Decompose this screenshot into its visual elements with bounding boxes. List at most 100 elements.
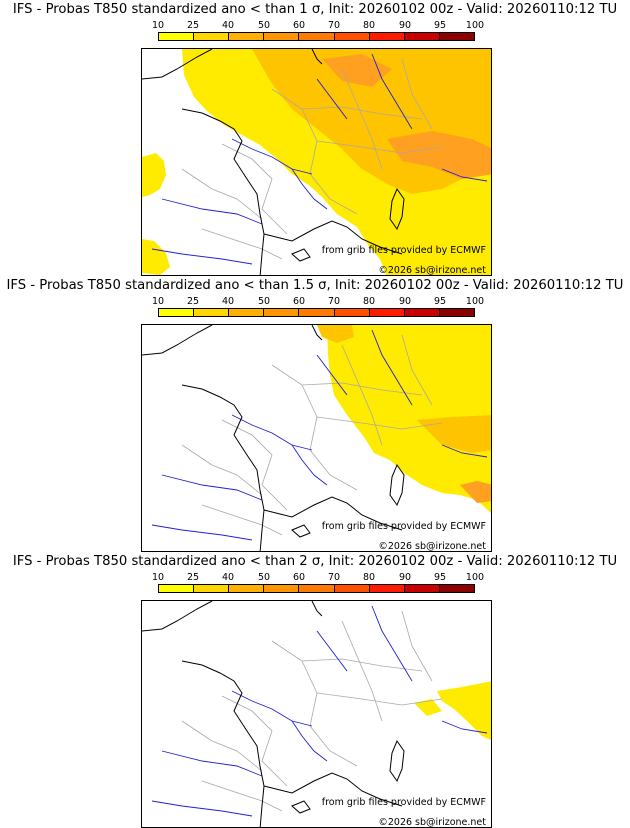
colorbar-swatch	[439, 309, 474, 316]
colorbar-tick: 40	[221, 20, 235, 31]
rivers	[151, 53, 488, 265]
national-borders	[181, 58, 443, 260]
credit-copyright: ©2026 sb@irizone.net	[378, 817, 486, 828]
credit-grib: from grib files provided by ECMWF	[321, 245, 486, 256]
colorbar-tick: 100	[465, 20, 485, 31]
colorbar-tick: 50	[257, 20, 271, 31]
colorbar-tick-labels: 10 25 40 50 60 70 80 90 95 100	[150, 20, 490, 31]
map-frame	[141, 48, 492, 276]
colorbar-swatch	[334, 585, 370, 592]
colorbar-tick-labels: 10 25 40 50 60 70 80 90 95 100	[150, 296, 490, 307]
colorbar	[158, 584, 475, 593]
colorbar-tick: 40	[221, 572, 235, 583]
map-panel-1: IFS - Probas T850 standardized ano < tha…	[0, 0, 630, 276]
colorbar-tick: 10	[151, 20, 165, 31]
prob-area-high-2	[322, 54, 392, 87]
colorbar	[158, 32, 475, 41]
credit-copyright: ©2026 sb@irizone.net	[378, 541, 486, 552]
colorbar-swatch	[334, 33, 370, 40]
national-borders	[181, 334, 443, 536]
coastline	[142, 49, 405, 275]
colorbar-tick: 100	[465, 572, 485, 583]
map-svg	[142, 49, 491, 275]
colorbar-swatch	[194, 33, 230, 40]
colorbar-tick: 60	[292, 296, 306, 307]
colorbar-swatch	[229, 309, 265, 316]
colorbar-swatch	[404, 309, 440, 316]
colorbar-tick: 80	[362, 20, 376, 31]
colorbar-tick: 40	[221, 296, 235, 307]
colorbar-tick: 95	[433, 20, 447, 31]
colorbar-tick-labels: 10 25 40 50 60 70 80 90 95 100	[150, 572, 490, 583]
prob-area-high	[387, 131, 491, 179]
prob-area-mid-2	[317, 325, 354, 343]
colorbar-tick: 25	[186, 20, 200, 31]
colorbar-swatch	[369, 33, 405, 40]
colorbar-tick: 50	[257, 572, 271, 583]
colorbar-tick: 70	[327, 296, 341, 307]
colorbar-tick: 25	[186, 572, 200, 583]
colorbar-tick: 90	[398, 20, 412, 31]
map-svg	[142, 601, 491, 827]
colorbar-swatch	[369, 309, 405, 316]
colorbar-swatch	[404, 585, 440, 592]
panel-title: IFS - Probas T850 standardized ano < tha…	[6, 278, 624, 293]
colorbar-swatch	[299, 33, 335, 40]
credit-grib: from grib files provided by ECMWF	[321, 797, 486, 808]
colorbar	[158, 308, 475, 317]
panel-title: IFS - Probas T850 standardized ano < tha…	[12, 554, 618, 569]
colorbar-tick: 70	[327, 572, 341, 583]
prob-area-low	[327, 325, 491, 514]
colorbar-swatch	[229, 585, 265, 592]
colorbar-tick: 100	[465, 296, 485, 307]
prob-area-low-2	[414, 699, 442, 716]
colorbar-swatch	[439, 585, 474, 592]
colorbar-tick: 95	[433, 296, 447, 307]
colorbar-swatch	[439, 33, 474, 40]
colorbar-tick: 10	[151, 572, 165, 583]
national-borders	[181, 610, 443, 812]
colorbar-swatch	[229, 33, 265, 40]
colorbar-swatch	[264, 309, 300, 316]
colorbar-swatch	[159, 585, 195, 592]
probability-fill	[414, 681, 491, 741]
coastline	[142, 601, 405, 827]
colorbar-tick: 50	[257, 296, 271, 307]
prob-area-high	[460, 481, 491, 503]
probability-fill	[317, 325, 491, 514]
colorbar-swatch	[194, 585, 230, 592]
colorbar-swatch	[404, 33, 440, 40]
colorbar-tick: 25	[186, 296, 200, 307]
probability-fill	[142, 49, 491, 275]
colorbar-swatch	[334, 309, 370, 316]
map-frame	[141, 324, 492, 552]
coastline	[142, 325, 405, 551]
colorbar-tick: 80	[362, 296, 376, 307]
colorbar-tick: 90	[398, 296, 412, 307]
colorbar-swatch	[369, 585, 405, 592]
colorbar-tick: 90	[398, 572, 412, 583]
colorbar-swatch	[194, 309, 230, 316]
colorbar-swatch	[264, 585, 300, 592]
map-panel-3: IFS - Probas T850 standardized ano < tha…	[0, 552, 630, 828]
colorbar-swatch	[299, 585, 335, 592]
colorbar-tick: 95	[433, 572, 447, 583]
map-frame	[141, 600, 492, 828]
colorbar-swatch	[264, 33, 300, 40]
colorbar-swatch	[159, 33, 195, 40]
credit-grib: from grib files provided by ECMWF	[321, 521, 486, 532]
panel-title: IFS - Probas T850 standardized ano < tha…	[12, 2, 618, 17]
colorbar-swatch	[299, 309, 335, 316]
prob-area-low	[437, 681, 491, 741]
rivers	[151, 605, 488, 817]
colorbar-swatch	[159, 309, 195, 316]
colorbar-tick: 60	[292, 572, 306, 583]
prob-area-low-west	[142, 153, 166, 197]
prob-area-mid	[417, 415, 491, 453]
colorbar-tick: 10	[151, 296, 165, 307]
rivers	[151, 329, 488, 541]
prob-area-low-southwest	[142, 239, 170, 275]
map-panel-2: IFS - Probas T850 standardized ano < tha…	[0, 276, 630, 552]
colorbar-tick: 60	[292, 20, 306, 31]
credit-copyright: ©2026 sb@irizone.net	[378, 265, 486, 276]
